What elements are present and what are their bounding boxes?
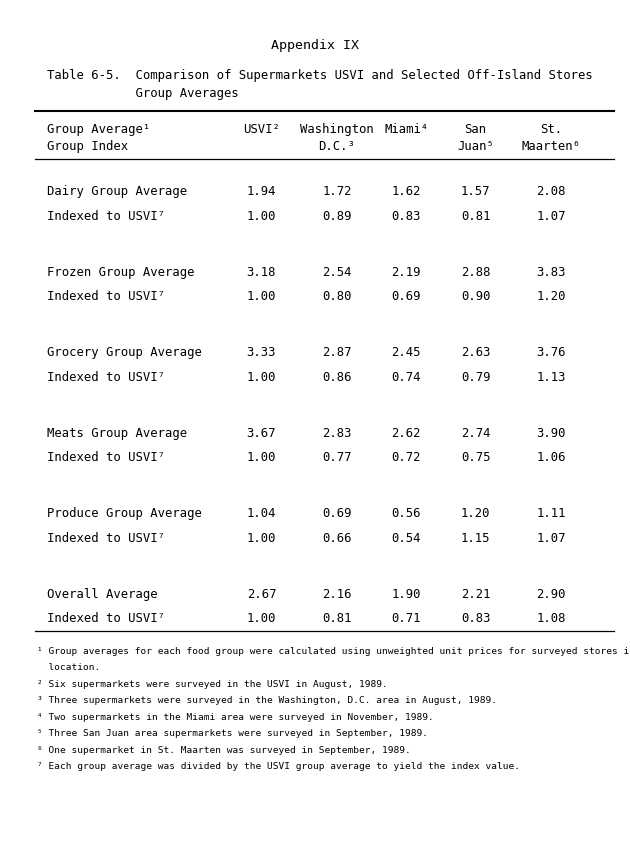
Text: Indexed to USVI⁷: Indexed to USVI⁷ [47,451,165,464]
Text: 0.72: 0.72 [392,451,421,464]
Text: Frozen Group Average: Frozen Group Average [47,266,195,279]
Text: 1.90: 1.90 [392,588,421,601]
Text: 0.69: 0.69 [323,507,352,520]
Text: 0.74: 0.74 [392,371,421,384]
Text: Produce Group Average: Produce Group Average [47,507,202,520]
Text: location.: location. [37,663,100,672]
Text: 1.00: 1.00 [247,210,276,223]
Text: 3.90: 3.90 [537,427,566,440]
Text: 3.18: 3.18 [247,266,276,279]
Text: 1.08: 1.08 [537,612,566,625]
Text: ¹ Group averages for each food group were calculated using unweighted unit price: ¹ Group averages for each food group wer… [37,647,630,656]
Text: 1.20: 1.20 [537,290,566,303]
Text: 1.04: 1.04 [247,507,276,520]
Text: 0.56: 0.56 [392,507,421,520]
Text: 0.80: 0.80 [323,290,352,303]
Text: Maarten⁶: Maarten⁶ [522,140,581,153]
Text: 3.76: 3.76 [537,346,566,359]
Text: ⁴ Two supermarkets in the Miami area were surveyed in November, 1989.: ⁴ Two supermarkets in the Miami area wer… [37,713,433,721]
Text: Appendix IX: Appendix IX [271,39,359,52]
Text: 0.71: 0.71 [392,612,421,625]
Text: 2.08: 2.08 [537,185,566,198]
Text: 1.15: 1.15 [461,532,490,545]
Text: 2.74: 2.74 [461,427,490,440]
Text: 0.83: 0.83 [461,612,490,625]
Text: 0.83: 0.83 [392,210,421,223]
Text: Indexed to USVI⁷: Indexed to USVI⁷ [47,210,165,223]
Text: 0.79: 0.79 [461,371,490,384]
Text: 1.94: 1.94 [247,185,276,198]
Text: 2.16: 2.16 [323,588,352,601]
Text: 1.07: 1.07 [537,532,566,545]
Text: Washington: Washington [300,123,374,136]
Text: St.: St. [540,123,563,136]
Text: ⁷ Each group average was divided by the USVI group average to yield the index va: ⁷ Each group average was divided by the … [37,762,520,771]
Text: Group Index: Group Index [47,140,129,153]
Text: 2.88: 2.88 [461,266,490,279]
Text: 1.00: 1.00 [247,290,276,303]
Text: 0.86: 0.86 [323,371,352,384]
Text: 0.54: 0.54 [392,532,421,545]
Text: 1.00: 1.00 [247,612,276,625]
Text: Meats Group Average: Meats Group Average [47,427,187,440]
Text: 0.77: 0.77 [323,451,352,464]
Text: ³ Three supermarkets were surveyed in the Washington, D.C. area in August, 1989.: ³ Three supermarkets were surveyed in th… [37,696,496,705]
Text: 1.72: 1.72 [323,185,352,198]
Text: D.C.³: D.C.³ [319,140,355,153]
Text: 2.63: 2.63 [461,346,490,359]
Text: 2.67: 2.67 [247,588,276,601]
Text: Group Average¹: Group Average¹ [47,123,151,136]
Text: 3.33: 3.33 [247,346,276,359]
Text: 0.75: 0.75 [461,451,490,464]
Text: Dairy Group Average: Dairy Group Average [47,185,187,198]
Text: 2.90: 2.90 [537,588,566,601]
Text: Table 6-5.  Comparison of Supermarkets USVI and Selected Off-Island Stores: Table 6-5. Comparison of Supermarkets US… [47,69,593,82]
Text: Overall Average: Overall Average [47,588,158,601]
Text: Juan⁵: Juan⁵ [457,140,494,153]
Text: 2.21: 2.21 [461,588,490,601]
Text: 2.87: 2.87 [323,346,352,359]
Text: 1.20: 1.20 [461,507,490,520]
Text: ² Six supermarkets were surveyed in the USVI in August, 1989.: ² Six supermarkets were surveyed in the … [37,680,387,688]
Text: 2.19: 2.19 [392,266,421,279]
Text: 3.67: 3.67 [247,427,276,440]
Text: 0.90: 0.90 [461,290,490,303]
Text: 0.81: 0.81 [323,612,352,625]
Text: 1.11: 1.11 [537,507,566,520]
Text: USVI²: USVI² [243,123,280,136]
Text: Indexed to USVI⁷: Indexed to USVI⁷ [47,532,165,545]
Text: 1.13: 1.13 [537,371,566,384]
Text: Indexed to USVI⁷: Indexed to USVI⁷ [47,371,165,384]
Text: 2.83: 2.83 [323,427,352,440]
Text: 1.00: 1.00 [247,451,276,464]
Text: Indexed to USVI⁷: Indexed to USVI⁷ [47,612,165,625]
Text: 1.00: 1.00 [247,371,276,384]
Text: 0.81: 0.81 [461,210,490,223]
Text: ⁵ Three San Juan area supermarkets were surveyed in September, 1989.: ⁵ Three San Juan area supermarkets were … [37,729,428,738]
Text: 1.62: 1.62 [392,185,421,198]
Text: 3.83: 3.83 [537,266,566,279]
Text: Miami⁴: Miami⁴ [384,123,428,136]
Text: 2.54: 2.54 [323,266,352,279]
Text: Group Averages: Group Averages [47,87,239,100]
Text: 0.89: 0.89 [323,210,352,223]
Text: ⁶ One supermarket in St. Maarten was surveyed in September, 1989.: ⁶ One supermarket in St. Maarten was sur… [37,746,410,754]
Text: 1.57: 1.57 [461,185,490,198]
Text: 1.00: 1.00 [247,532,276,545]
Text: 1.06: 1.06 [537,451,566,464]
Text: 2.62: 2.62 [392,427,421,440]
Text: 1.07: 1.07 [537,210,566,223]
Text: 2.45: 2.45 [392,346,421,359]
Text: Grocery Group Average: Grocery Group Average [47,346,202,359]
Text: 0.69: 0.69 [392,290,421,303]
Text: San: San [464,123,487,136]
Text: 0.66: 0.66 [323,532,352,545]
Text: Indexed to USVI⁷: Indexed to USVI⁷ [47,290,165,303]
